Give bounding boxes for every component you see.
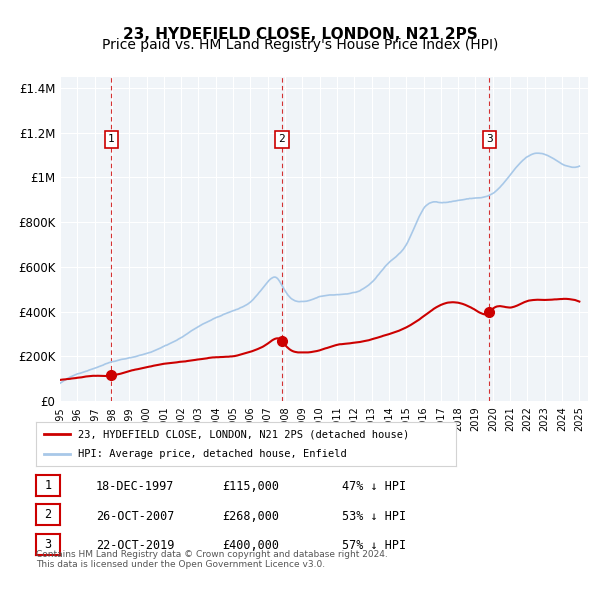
Text: £268,000: £268,000 [222,510,279,523]
Text: 18-DEC-1997: 18-DEC-1997 [96,480,175,493]
Text: HPI: Average price, detached house, Enfield: HPI: Average price, detached house, Enfi… [78,449,347,458]
Text: 2: 2 [44,508,52,522]
Text: 53% ↓ HPI: 53% ↓ HPI [342,510,406,523]
Text: 47% ↓ HPI: 47% ↓ HPI [342,480,406,493]
Text: 3: 3 [486,135,493,145]
Text: 1: 1 [44,478,52,492]
Text: 23, HYDEFIELD CLOSE, LONDON, N21 2PS (detached house): 23, HYDEFIELD CLOSE, LONDON, N21 2PS (de… [78,430,409,439]
Text: £400,000: £400,000 [222,539,279,552]
Text: 57% ↓ HPI: 57% ↓ HPI [342,539,406,552]
Text: Contains HM Land Registry data © Crown copyright and database right 2024.
This d: Contains HM Land Registry data © Crown c… [36,550,388,569]
Text: £115,000: £115,000 [222,480,279,493]
Text: 23, HYDEFIELD CLOSE, LONDON, N21 2PS: 23, HYDEFIELD CLOSE, LONDON, N21 2PS [122,27,478,41]
Text: 26-OCT-2007: 26-OCT-2007 [96,510,175,523]
Text: 1: 1 [108,135,115,145]
Text: 3: 3 [44,537,52,551]
Text: 22-OCT-2019: 22-OCT-2019 [96,539,175,552]
Text: 2: 2 [278,135,286,145]
Text: Price paid vs. HM Land Registry's House Price Index (HPI): Price paid vs. HM Land Registry's House … [102,38,498,53]
